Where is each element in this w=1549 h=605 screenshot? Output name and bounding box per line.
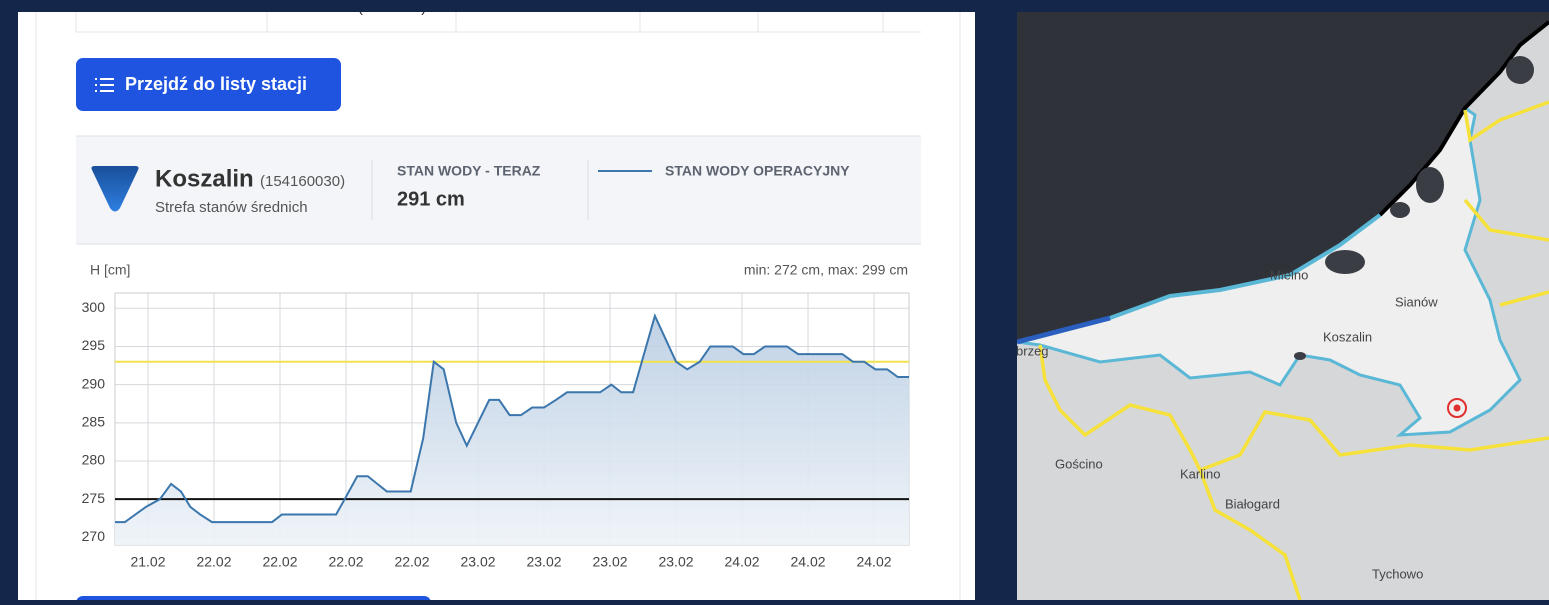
x-tick-label: 22.02 (262, 554, 297, 570)
map: Mielno Sianów Koszalin Kołobrzeg Gościno… (990, 12, 1549, 601)
button-label[interactable]: Przejdź do listy stacji (125, 74, 307, 94)
station-list-button[interactable]: Przejdź do listy stacji (76, 58, 341, 111)
map-label: Gościno (1055, 456, 1103, 471)
y-tick-label: 300 (82, 299, 106, 315)
station-name: Koszalin (155, 165, 254, 192)
x-tick-label: 24.02 (724, 554, 759, 570)
map-label: Koszalin (1323, 329, 1372, 344)
map-label: Tychowo (1372, 566, 1423, 581)
min-max-note: min: 272 cm, max: 299 cm (744, 262, 908, 278)
y-tick-label: 295 (82, 337, 106, 353)
bottom-button[interactable] (76, 596, 431, 605)
area-fill (115, 315, 909, 545)
map-label: Karlino (1180, 466, 1220, 481)
station-code: (154160030) (260, 173, 345, 190)
x-tick-label: 23.02 (460, 554, 495, 570)
map-label: Białogard (1225, 496, 1280, 511)
y-tick-label: 275 (82, 490, 106, 506)
x-tick-label: 22.02 (328, 554, 363, 570)
zone-icon (91, 166, 139, 212)
y-tick-label: 290 (82, 375, 106, 391)
y-axis-label: H [cm] (90, 262, 130, 278)
x-tick-label: 23.02 (592, 554, 627, 570)
now-label: STAN WODY - TERAZ (397, 163, 541, 179)
gutter (975, 12, 1017, 600)
x-tick-label: 24.02 (790, 554, 825, 570)
y-tick-label: 270 (82, 528, 106, 544)
x-tick-label: 21.02 (130, 554, 165, 570)
x-tick-label: 22.02 (196, 554, 231, 570)
x-tick-label: 24.02 (856, 554, 891, 570)
y-tick-label: 280 (82, 452, 106, 468)
map-label: Mielno (1270, 267, 1308, 282)
station-header: Koszalin (154160030) Strefa stanów średn… (76, 135, 921, 245)
station-zone: Strefa stanów średnich (155, 199, 308, 216)
top-bar (0, 0, 1549, 12)
y-tick-label: 285 (82, 414, 106, 430)
x-tick-label: 22.02 (394, 554, 429, 570)
chart: 270 275 280 285 290 295 300 21.02 22.02 22.02 22.0… (82, 292, 910, 570)
legend-label: STAN WODY OPERACYJNY (665, 163, 850, 179)
x-tick-label: 23.02 (658, 554, 693, 570)
now-value: 291 cm (397, 188, 465, 210)
gutter (0, 12, 18, 600)
x-tick-label: 23.02 (526, 554, 561, 570)
data-line (115, 313, 909, 524)
map-label: Sianów (1395, 294, 1438, 309)
